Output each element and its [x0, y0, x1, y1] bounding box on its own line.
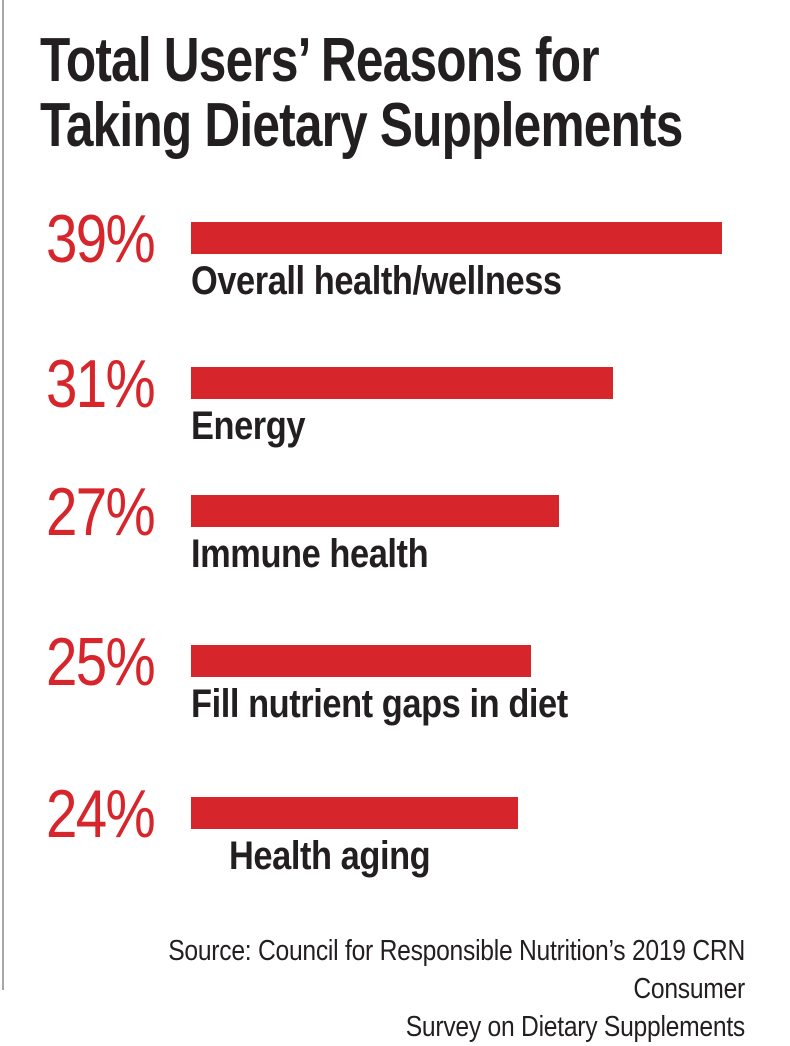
chart-row: 31% Energy — [0, 344, 790, 484]
bar-value-label: 39% — [46, 201, 156, 277]
source-note-line-2: Survey on Dietary Supplements — [405, 1011, 746, 1043]
bar-value-label: 24% — [46, 776, 156, 852]
bar-value-label: 31% — [46, 346, 156, 422]
bar-value-label: 27% — [46, 474, 156, 550]
chart-title-line-2: Taking Dietary Supplements — [40, 91, 683, 160]
left-border-rule — [2, 0, 4, 990]
bar — [191, 797, 518, 829]
chart-row: 24% Health aging — [0, 774, 790, 914]
bar — [191, 222, 722, 254]
chart-row: 39% Overall health/wellness — [0, 199, 790, 339]
bar — [191, 367, 613, 399]
bar-category-label: Energy — [191, 404, 306, 448]
bar-category-label: Overall health/wellness — [191, 259, 562, 303]
chart-title-line-1: Total Users’ Reasons for — [40, 26, 600, 95]
chart-row: 27% Immune health — [0, 472, 790, 612]
source-note-line-1: Source: Council for Responsible Nutritio… — [168, 935, 745, 1005]
source-note: Source: Council for Responsible Nutritio… — [150, 932, 745, 1046]
bar-value-label: 25% — [46, 624, 156, 700]
bar-category-label: Immune health — [191, 532, 429, 576]
bar — [191, 495, 559, 527]
bar-category-label: Fill nutrient gaps in diet — [191, 682, 568, 726]
bar — [191, 645, 531, 677]
bar-category-label: Health aging — [229, 834, 431, 878]
chart-title: Total Users’ Reasons for Taking Dietary … — [40, 28, 683, 158]
chart-row: 25% Fill nutrient gaps in diet — [0, 622, 790, 762]
